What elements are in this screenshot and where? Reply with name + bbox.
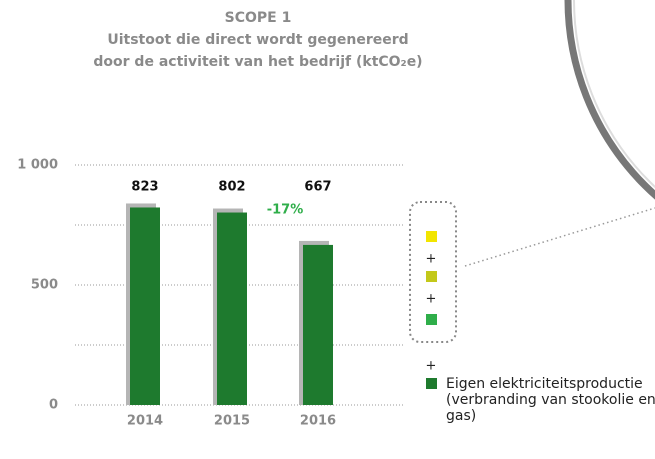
value-label: 802 xyxy=(218,180,245,195)
chart-title: Uitstoot die direct wordt gegenereerd xyxy=(107,32,408,48)
value-label: 667 xyxy=(304,180,331,195)
chart-title: SCOPE 1 xyxy=(225,10,292,26)
y-tick-label: 500 xyxy=(31,278,58,293)
magnifier-inner xyxy=(574,0,655,256)
legend-swatch xyxy=(426,271,437,282)
x-tick-label: 2016 xyxy=(300,414,336,429)
plus: + xyxy=(426,359,437,374)
chart-title: door de activiteit van het bedrijf (ktCO… xyxy=(93,54,422,70)
legend-swatch xyxy=(426,314,437,325)
plus: + xyxy=(426,292,437,307)
legend-swatch xyxy=(426,231,437,242)
annotation: -17% xyxy=(267,203,304,218)
x-tick-label: 2015 xyxy=(214,414,250,429)
value-label: 823 xyxy=(131,180,158,195)
legend-label: Eigen elektriciteitsproductie (verbrandi… xyxy=(446,376,655,424)
connector xyxy=(465,208,655,266)
plus: + xyxy=(426,252,437,267)
y-tick-label: 0 xyxy=(49,398,58,413)
bar xyxy=(217,213,247,405)
legend-swatch xyxy=(426,378,437,389)
bar xyxy=(303,245,333,405)
page: + + + SCOPE 1 Uitstoot die direct wordt g… xyxy=(0,0,655,459)
x-tick-label: 2014 xyxy=(127,414,163,429)
magnifier-ring xyxy=(568,0,655,262)
bar xyxy=(130,207,160,405)
y-tick-label: 1 000 xyxy=(17,158,58,173)
